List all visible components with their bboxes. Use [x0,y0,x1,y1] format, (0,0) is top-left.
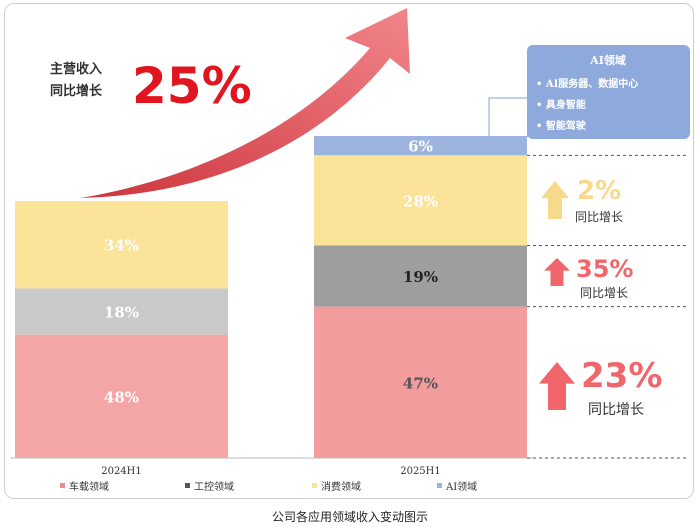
legend-label-0: 车载领域 [69,480,109,493]
bar-segment-2025H1-0 [314,306,527,458]
growth-arrow-icon-2 [539,362,575,410]
ai-box-item-0: • AI服务器、数据中心 [536,77,638,90]
bar-label-2024H1-2: 34% [104,237,139,255]
growth-arrow [80,8,410,198]
legend-label-2: 消费领域 [321,480,361,493]
ai-box-title: AI领域 [589,53,626,67]
growth-value-2: 23% [581,356,662,396]
ai-box-connector [488,97,527,136]
bar-label-2024H1-1: 18% [104,304,139,322]
chart-caption: 公司各应用领域收入变动图示 [271,510,428,524]
bar-label-2024H1-0: 48% [104,388,139,406]
legend-swatch-0 [60,483,65,488]
growth-label-1: 同比增长 [580,286,628,300]
headline-line1: 主营收入 [50,61,102,77]
ai-box [527,45,690,139]
growth-arrow-icon-1 [544,258,570,286]
bar-label-2025H1-2: 28% [403,192,438,210]
bar-label-2025H1-0: 47% [403,374,438,392]
legend-label-3: AI领域 [445,480,477,493]
bar-label-2025H1-1: 19% [403,268,438,286]
bar-label-2025H1-3: 6% [408,138,433,156]
bar-segment-2024H1-0 [15,334,228,458]
bar-segment-2025H1-3 [314,136,527,156]
growth-label-2: 同比增长 [588,402,644,418]
ai-box-item-2: • 智能驾驶 [536,119,586,132]
legend-swatch-2 [312,483,317,488]
bar-segment-2024H1-1 [15,288,228,335]
legend-label-1: 工控领域 [194,480,234,493]
bar-segment-2025H1-1 [314,245,527,307]
ai-box-item-1: • 具身智能 [536,98,586,111]
bar-segment-2024H1-2 [15,201,228,289]
growth-value-1: 35% [576,255,633,283]
growth-arrow-icon-0 [541,181,569,219]
growth-label-0: 同比增长 [575,210,623,224]
growth-value-0: 2% [577,176,621,206]
legend-swatch-1 [185,483,190,488]
headline-line2: 同比增长 [50,83,103,99]
headline-value: 25% [132,57,252,115]
legend-swatch-3 [437,483,442,488]
category-label-1: 2025H1 [400,466,441,477]
category-label-0: 2024H1 [101,466,142,477]
bar-segment-2025H1-2 [314,155,527,246]
